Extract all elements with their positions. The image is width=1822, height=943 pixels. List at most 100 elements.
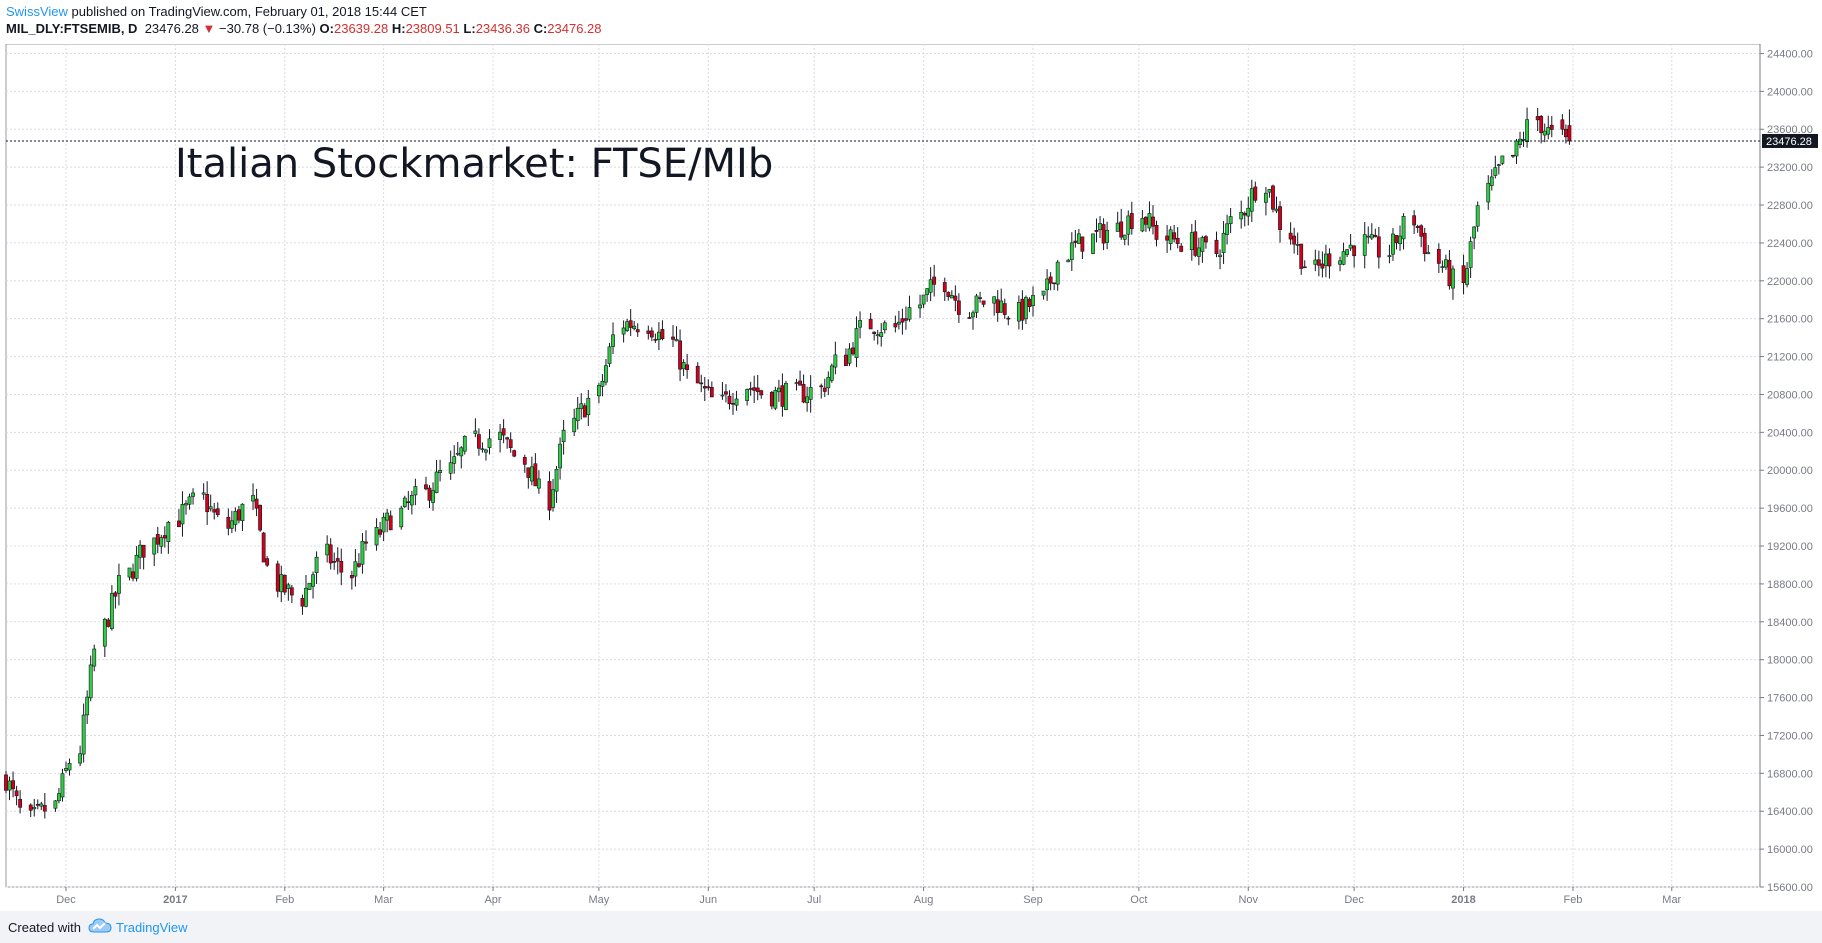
- candle-body[interactable]: [1398, 235, 1402, 245]
- candle-body[interactable]: [974, 295, 979, 313]
- candle-body[interactable]: [748, 388, 753, 390]
- candle-body[interactable]: [233, 511, 238, 525]
- candle-body[interactable]: [706, 386, 711, 389]
- candle-body[interactable]: [35, 804, 40, 806]
- candle-body[interactable]: [501, 428, 506, 436]
- candle-body[interactable]: [1179, 245, 1184, 252]
- candle-body[interactable]: [131, 571, 135, 579]
- candle-body[interactable]: [1105, 229, 1110, 243]
- candle-body[interactable]: [1373, 234, 1378, 238]
- candle-body[interactable]: [656, 331, 661, 341]
- candle-body[interactable]: [484, 449, 488, 453]
- candle-body[interactable]: [399, 507, 404, 528]
- candle-body[interactable]: [533, 463, 538, 487]
- candle-body[interactable]: [1052, 282, 1057, 285]
- candle-body[interactable]: [579, 403, 584, 409]
- price-chart[interactable]: 15600.00 16000.00 16400.00 16800.00 17200.00…: [0, 44, 1822, 911]
- candle-body[interactable]: [127, 567, 132, 578]
- candle-body[interactable]: [798, 380, 802, 386]
- candle-body[interactable]: [261, 532, 266, 563]
- candle-body[interactable]: [402, 497, 407, 507]
- candle-body[interactable]: [11, 780, 15, 790]
- candle-body[interactable]: [1288, 232, 1293, 240]
- candle-body[interactable]: [226, 516, 231, 529]
- candle-body[interactable]: [229, 520, 234, 529]
- candle-body[interactable]: [621, 327, 626, 335]
- candle-body[interactable]: [660, 329, 665, 340]
- candle-body[interactable]: [357, 563, 361, 567]
- candle-body[interactable]: [649, 330, 654, 338]
- candle-body[interactable]: [1511, 154, 1515, 157]
- candle-body[interactable]: [826, 377, 831, 389]
- candle-body[interactable]: [1447, 259, 1452, 287]
- candle-body[interactable]: [724, 391, 728, 395]
- candle-body[interactable]: [155, 534, 160, 545]
- candle-body[interactable]: [526, 467, 531, 478]
- candle-body[interactable]: [353, 561, 358, 577]
- candle-body[interactable]: [1031, 295, 1035, 306]
- candle-body[interactable]: [858, 320, 862, 328]
- candle-body[interactable]: [907, 307, 912, 320]
- plot-area[interactable]: [5, 44, 1761, 888]
- candle-body[interactable]: [28, 804, 33, 811]
- candle-body[interactable]: [632, 325, 637, 329]
- candle-body[interactable]: [1119, 221, 1124, 238]
- candle-body[interactable]: [1391, 233, 1395, 255]
- candle-body[interactable]: [709, 387, 714, 398]
- candle-body[interactable]: [1214, 239, 1219, 254]
- chart-title[interactable]: Italian Stockmarket: FTSE/MIb: [175, 141, 773, 187]
- candle-body[interactable]: [780, 385, 785, 407]
- candle-body[interactable]: [759, 390, 764, 396]
- candle-body[interactable]: [554, 469, 559, 492]
- candle-body[interactable]: [388, 515, 393, 531]
- candle-body[interactable]: [1295, 244, 1300, 246]
- candle-body[interactable]: [1016, 302, 1021, 322]
- candle-body[interactable]: [882, 322, 887, 331]
- candle-body[interactable]: [1320, 263, 1325, 269]
- candle-body[interactable]: [646, 330, 651, 334]
- candle-body[interactable]: [1073, 240, 1078, 243]
- candle-body[interactable]: [904, 318, 908, 321]
- candle-body[interactable]: [1122, 234, 1127, 240]
- candle-body[interactable]: [1419, 225, 1424, 237]
- candle-body[interactable]: [720, 394, 725, 397]
- candle-body[interactable]: [7, 780, 12, 791]
- candle-body[interactable]: [625, 321, 630, 331]
- candle-body[interactable]: [106, 619, 111, 627]
- candle-body[interactable]: [279, 574, 284, 593]
- candle-body[interactable]: [1362, 234, 1367, 256]
- candle-body[interactable]: [1486, 182, 1491, 203]
- candle-body[interactable]: [282, 574, 287, 593]
- candle-body[interactable]: [1539, 116, 1544, 134]
- candle-body[interactable]: [64, 768, 68, 771]
- candle-body[interactable]: [237, 509, 241, 521]
- candle-body[interactable]: [512, 450, 517, 457]
- candle-body[interactable]: [39, 803, 44, 807]
- candle-body[interactable]: [872, 331, 877, 334]
- candle-body[interactable]: [67, 763, 72, 771]
- candle-body[interactable]: [78, 753, 83, 764]
- candle-body[interactable]: [628, 320, 633, 328]
- candle-body[interactable]: [1549, 124, 1554, 130]
- candle-body[interactable]: [208, 506, 213, 510]
- candle-body[interactable]: [731, 402, 735, 405]
- candle-body[interactable]: [1002, 303, 1007, 315]
- candle-body[interactable]: [424, 484, 428, 490]
- candle-body[interactable]: [653, 339, 658, 341]
- candle-body[interactable]: [819, 385, 824, 388]
- candle-body[interactable]: [896, 321, 901, 325]
- tradingview-cloud-icon[interactable]: [88, 917, 112, 935]
- candle-body[interactable]: [57, 793, 61, 802]
- candle-body[interactable]: [1094, 229, 1099, 232]
- candle-body[interactable]: [215, 508, 220, 516]
- candle-body[interactable]: [1415, 226, 1420, 228]
- candle-body[interactable]: [374, 527, 379, 546]
- candle-body[interactable]: [378, 529, 382, 535]
- candle-body[interactable]: [956, 300, 961, 315]
- candle-body[interactable]: [1246, 207, 1251, 217]
- candle-body[interactable]: [304, 587, 308, 607]
- candle-body[interactable]: [1338, 260, 1342, 265]
- candle-body[interactable]: [1264, 192, 1268, 203]
- candle-body[interactable]: [360, 541, 365, 565]
- candle-body[interactable]: [794, 382, 799, 384]
